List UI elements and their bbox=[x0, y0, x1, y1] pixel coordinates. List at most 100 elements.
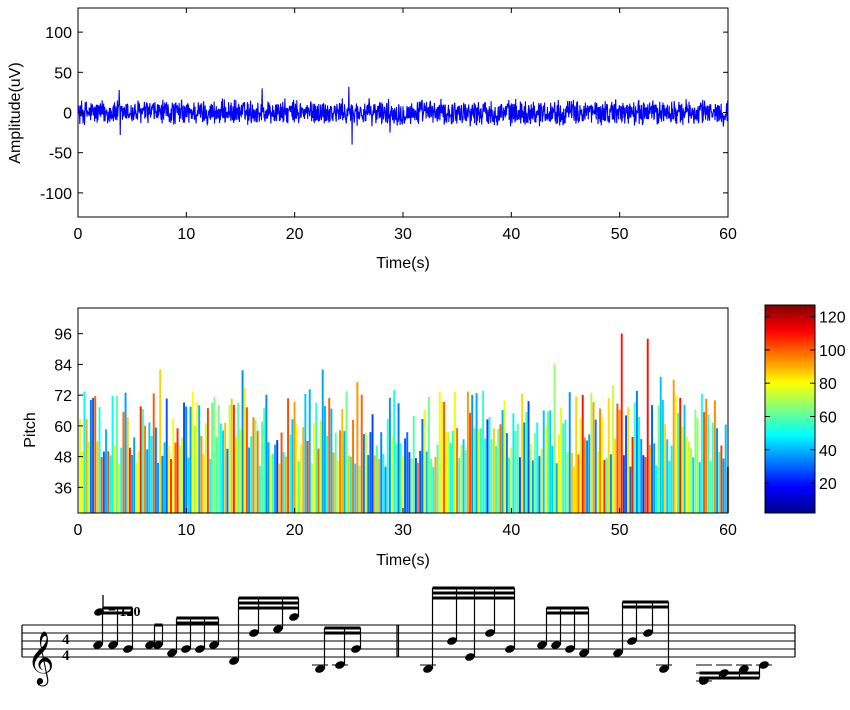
note-head bbox=[447, 637, 457, 645]
colorbar-tick-label: 40 bbox=[819, 443, 837, 460]
pitch-bar bbox=[620, 333, 623, 514]
note-head bbox=[249, 629, 259, 637]
pitch-bar bbox=[113, 446, 116, 513]
pitch-bar bbox=[432, 466, 435, 513]
pitch-bar bbox=[596, 450, 599, 513]
note-head bbox=[315, 665, 325, 673]
pitch-bar bbox=[557, 434, 560, 513]
pitch-bar bbox=[590, 392, 593, 513]
pitch-bar bbox=[609, 454, 612, 513]
pitch-bar bbox=[241, 370, 244, 513]
eeg-xtick-label: 0 bbox=[74, 226, 83, 243]
pitch-bar bbox=[456, 428, 459, 513]
eeg-ylabel: Amplitude(uV) bbox=[7, 62, 24, 163]
pitch-bar bbox=[276, 440, 279, 513]
pitch-bar bbox=[664, 424, 667, 513]
pitch-bar bbox=[616, 403, 619, 513]
pitch-bar bbox=[651, 405, 654, 513]
pitch-bar bbox=[189, 406, 192, 513]
pitch-bar bbox=[718, 452, 721, 513]
pitch-bar bbox=[232, 405, 235, 513]
eeg-ytick-label: 0 bbox=[63, 106, 72, 123]
pitch-bar bbox=[178, 445, 181, 513]
pitch-bar bbox=[453, 391, 456, 513]
pitch-bar bbox=[488, 416, 491, 513]
pitch-bar bbox=[449, 442, 452, 513]
pitch-bar bbox=[414, 458, 417, 513]
pitch-bar bbox=[501, 410, 504, 513]
pitch-bar bbox=[313, 423, 316, 513]
pitch-bar bbox=[278, 463, 281, 513]
pitch-bar bbox=[215, 437, 218, 513]
pitch-bar bbox=[172, 418, 175, 513]
pitch-bar bbox=[722, 458, 725, 513]
note-head bbox=[289, 613, 299, 621]
eeg-xlabel: Time(s) bbox=[376, 255, 430, 272]
pitch-bar bbox=[295, 423, 298, 513]
colorbar-tick-label: 60 bbox=[819, 409, 837, 426]
pitch-bar bbox=[527, 401, 530, 513]
pitch-bar bbox=[141, 409, 144, 513]
pitch-bar bbox=[412, 415, 415, 513]
pitch-bar bbox=[601, 416, 604, 513]
pitch-bar bbox=[252, 417, 255, 513]
pitch-bar bbox=[165, 398, 168, 513]
pitch-ytick-label: 84 bbox=[54, 357, 72, 374]
pitch-bar bbox=[482, 390, 485, 513]
note-head bbox=[465, 653, 475, 661]
treble-clef-icon: 𝄞 bbox=[27, 630, 54, 686]
pitch-bar bbox=[83, 391, 86, 513]
pitch-bar bbox=[566, 451, 569, 513]
pitch-bar bbox=[473, 428, 476, 513]
notes bbox=[93, 586, 772, 685]
pitch-bar bbox=[159, 369, 162, 513]
pitch-bar bbox=[542, 410, 545, 513]
pitch-bar bbox=[516, 423, 519, 513]
pitch-bar bbox=[677, 412, 680, 513]
pitch-bar bbox=[438, 391, 441, 513]
pitch-bar bbox=[538, 456, 541, 513]
pitch-bar bbox=[148, 422, 151, 513]
note-head bbox=[739, 665, 749, 673]
pitch-bar bbox=[209, 458, 212, 513]
pitch-bar bbox=[408, 452, 411, 513]
pitch-bar bbox=[126, 417, 129, 513]
pitch-bar bbox=[518, 457, 521, 513]
pitch-bar bbox=[248, 447, 251, 513]
pitch-bar bbox=[102, 451, 105, 513]
pitch-bar bbox=[98, 407, 101, 513]
pitch-bar bbox=[475, 393, 478, 513]
pitch-bar bbox=[87, 441, 90, 513]
pitch-bar bbox=[382, 453, 385, 513]
pitch-bar bbox=[544, 425, 547, 513]
pitch-bar bbox=[618, 409, 621, 513]
pitch-bar bbox=[631, 436, 634, 513]
note-group bbox=[167, 616, 220, 657]
pitch-bar bbox=[378, 458, 381, 513]
pitch-bar bbox=[315, 402, 318, 513]
pitch-bar bbox=[280, 432, 283, 513]
pitch-bar bbox=[570, 452, 573, 513]
pitch-bar bbox=[579, 418, 582, 513]
pitch-bar bbox=[321, 369, 324, 513]
pitch-bar bbox=[700, 393, 703, 513]
pitch-bar bbox=[354, 463, 357, 513]
pitch-bar bbox=[540, 448, 543, 513]
note-head bbox=[123, 645, 133, 653]
pitch-bar bbox=[529, 443, 532, 513]
pitch-bar bbox=[293, 401, 296, 513]
pitch-bar bbox=[633, 402, 636, 513]
eeg-xtick-label: 30 bbox=[394, 226, 412, 243]
pitch-bar bbox=[670, 445, 673, 513]
note-head bbox=[209, 641, 219, 649]
pitch-bar bbox=[399, 443, 402, 513]
pitch-bar bbox=[206, 408, 209, 513]
pitch-bar bbox=[564, 419, 567, 513]
pitch-bar bbox=[269, 454, 272, 513]
pitch-bar bbox=[555, 463, 558, 513]
pitch-bar bbox=[594, 419, 597, 513]
pitch-xtick-label: 40 bbox=[502, 522, 520, 539]
pitch-bar bbox=[328, 398, 331, 513]
pitch-bar bbox=[347, 455, 350, 513]
pitch-bar bbox=[497, 428, 500, 513]
